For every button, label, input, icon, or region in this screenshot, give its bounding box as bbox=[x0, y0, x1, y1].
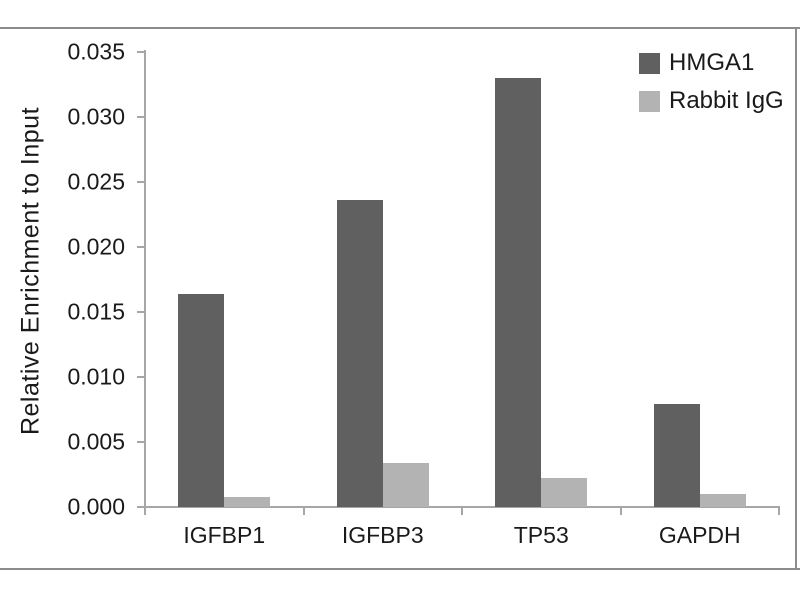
y-tick-label: 0.010 bbox=[67, 363, 125, 390]
legend-label: Rabbit IgG bbox=[669, 87, 784, 114]
x-tick-mark bbox=[778, 507, 780, 515]
y-tick-mark bbox=[137, 116, 145, 118]
legend-item-rabbit-igg: Rabbit IgG bbox=[639, 82, 784, 120]
figure-border-top bbox=[0, 27, 800, 29]
figure-border-bottom bbox=[0, 568, 800, 570]
y-tick-label: 0.020 bbox=[67, 233, 125, 260]
x-category-label-igfbp3: IGFBP3 bbox=[341, 522, 424, 548]
bar-rabbit-igg-gapdh bbox=[699, 494, 746, 507]
x-tick-mark bbox=[619, 507, 622, 515]
chart-legend: HMGA1 Rabbit IgG bbox=[639, 44, 784, 120]
legend-swatch-hmga1 bbox=[639, 52, 660, 74]
y-tick-label: 0.030 bbox=[67, 103, 125, 130]
bar-rabbit-igg-tp53 bbox=[541, 478, 588, 507]
y-tick-label: 0.000 bbox=[67, 493, 125, 520]
figure-border-right bbox=[795, 27, 797, 570]
y-tick-mark bbox=[137, 311, 145, 313]
y-tick-mark bbox=[137, 181, 145, 183]
bar-rabbit-igg-igfbp3 bbox=[382, 462, 429, 507]
legend-swatch-rabbit-igg bbox=[639, 90, 660, 112]
y-tick-label: 0.035 bbox=[67, 38, 125, 65]
bar-hmga1-gapdh bbox=[653, 404, 700, 507]
x-tick-mark bbox=[302, 507, 305, 515]
y-tick-mark bbox=[137, 246, 145, 248]
y-tick-mark bbox=[137, 441, 145, 443]
y-tick-label: 0.015 bbox=[67, 298, 125, 325]
y-tick-mark bbox=[137, 51, 145, 53]
y-tick-label: 0.025 bbox=[67, 168, 125, 195]
bar-hmga1-igfbp3 bbox=[336, 200, 383, 507]
y-axis-line bbox=[144, 50, 146, 508]
x-category-label-gapdh: GAPDH bbox=[658, 522, 741, 548]
y-tick-label: 0.005 bbox=[67, 428, 125, 455]
x-tick-mark bbox=[461, 507, 463, 515]
bar-hmga1-tp53 bbox=[495, 78, 542, 507]
y-tick-mark bbox=[137, 506, 145, 508]
x-tick-mark bbox=[144, 507, 146, 515]
y-tick-mark bbox=[137, 376, 145, 378]
legend-item-hmga1: HMGA1 bbox=[639, 44, 784, 82]
legend-label: HMGA1 bbox=[669, 49, 755, 76]
bar-rabbit-igg-igfbp1 bbox=[224, 496, 271, 507]
bar-hmga1-igfbp1 bbox=[178, 293, 225, 507]
x-category-label-igfbp1: IGFBP1 bbox=[183, 522, 266, 548]
x-category-label-tp53: TP53 bbox=[513, 522, 569, 548]
